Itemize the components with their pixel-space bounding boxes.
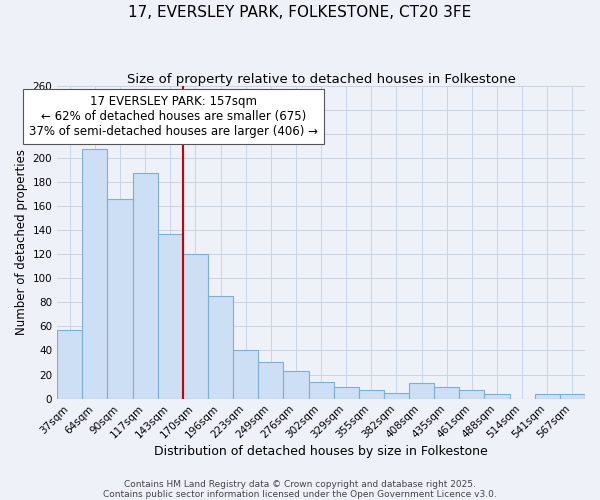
Bar (107, 198, 133, 398)
Bar (334, 386, 359, 398)
Bar (409, 383, 434, 398)
Bar (359, 390, 384, 398)
Bar (82, 150, 107, 398)
Text: Contains HM Land Registry data © Crown copyright and database right 2025.
Contai: Contains HM Land Registry data © Crown c… (103, 480, 497, 499)
Title: Size of property relative to detached houses in Folkestone: Size of property relative to detached ho… (127, 72, 515, 86)
Bar (460, 390, 484, 398)
Bar (133, 174, 158, 398)
Text: 17 EVERSLEY PARK: 157sqm
← 62% of detached houses are smaller (675)
37% of semi-: 17 EVERSLEY PARK: 157sqm ← 62% of detach… (29, 95, 318, 138)
Bar (233, 350, 258, 399)
Y-axis label: Number of detached properties: Number of detached properties (16, 149, 28, 335)
Bar (535, 394, 560, 398)
Bar (183, 254, 208, 398)
Bar (158, 234, 183, 398)
Text: 17, EVERSLEY PARK, FOLKESTONE, CT20 3FE: 17, EVERSLEY PARK, FOLKESTONE, CT20 3FE (128, 5, 472, 20)
Bar (308, 382, 334, 398)
Bar (208, 296, 233, 398)
Bar (484, 394, 509, 398)
Bar (434, 386, 460, 398)
Bar (258, 362, 283, 398)
Bar (384, 392, 409, 398)
Bar (57, 330, 82, 398)
X-axis label: Distribution of detached houses by size in Folkestone: Distribution of detached houses by size … (154, 444, 488, 458)
Bar (283, 371, 308, 398)
Bar (560, 394, 585, 398)
